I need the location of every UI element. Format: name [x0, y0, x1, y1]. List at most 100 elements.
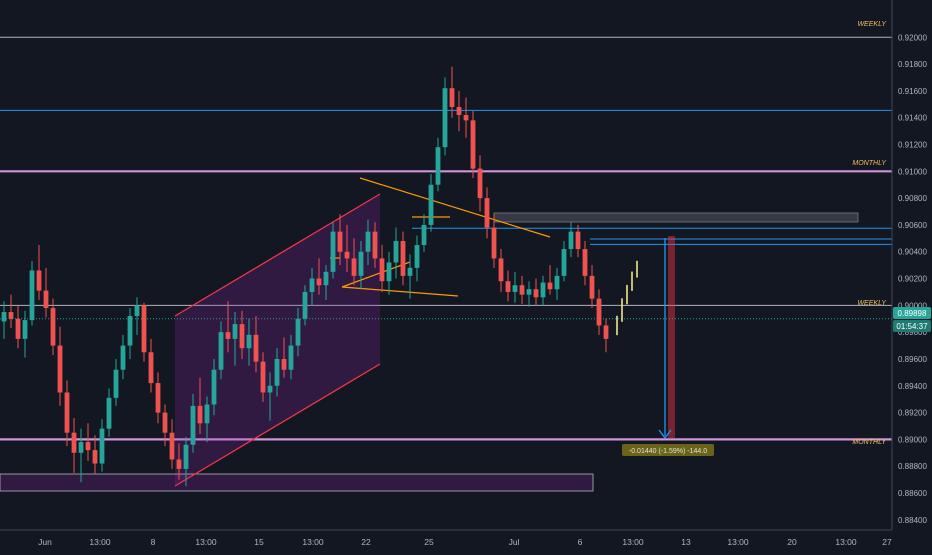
- price-tick-label: 0.88400: [898, 516, 927, 525]
- candle-body: [134, 305, 140, 317]
- candle-body: [148, 352, 154, 384]
- price-tick-label: 0.89800: [898, 328, 927, 337]
- candle-body: [176, 459, 182, 469]
- candle-body: [372, 231, 378, 259]
- candle-body: [456, 106, 462, 116]
- candle-body: [526, 289, 532, 295]
- candle-body: [344, 251, 350, 259]
- candle-body: [477, 168, 483, 199]
- candle-body: [561, 249, 567, 276]
- time-tick-label: 15: [254, 537, 264, 547]
- candle-body: [575, 231, 581, 250]
- candle-body: [302, 291, 308, 319]
- candle-body: [323, 271, 329, 286]
- price-axis[interactable]: 0.92000 0.91800 0.91600 0.91400 0.91200 0.910…: [898, 33, 927, 525]
- channel-upper-line[interactable]: [174, 193, 381, 317]
- candle-body: [351, 258, 357, 276]
- price-tick-label: 0.88600: [898, 489, 927, 498]
- candle-body: [568, 231, 574, 250]
- candle-body: [407, 267, 413, 276]
- candle-body: [211, 369, 217, 405]
- candle-body: [155, 383, 161, 413]
- candle-body: [267, 385, 273, 393]
- candle-body: [50, 308, 56, 346]
- candle-body: [309, 278, 315, 292]
- candle-body: [190, 405, 196, 445]
- horizontal-levels: [0, 36, 892, 441]
- candle-body: [414, 245, 420, 268]
- time-tick-label: 13:00: [622, 537, 644, 547]
- time-tick-label: 8: [151, 537, 156, 547]
- candle-body: [512, 285, 518, 292]
- candle-body: [183, 444, 189, 469]
- time-tick-label: 13:00: [195, 537, 217, 547]
- candle-body: [589, 275, 595, 299]
- time-tick-label: 13:00: [302, 537, 324, 547]
- candle-body: [330, 231, 336, 272]
- countdown-badge: [893, 320, 931, 332]
- level-label-monthly-mid: MONTHLY: [852, 160, 887, 167]
- time-tick-label: 13:00: [835, 537, 857, 547]
- candle-body: [428, 184, 434, 225]
- candle-body: [43, 290, 49, 309]
- countdown-label: 01:54:37: [896, 322, 928, 331]
- price-tick-label: 0.89400: [898, 382, 927, 391]
- channel-lower-line[interactable]: [174, 363, 381, 487]
- candle-body: [337, 231, 343, 252]
- candle-body: [120, 345, 126, 370]
- candle-body: [435, 147, 441, 185]
- candle-body: [22, 320, 28, 339]
- candle-body: [92, 450, 98, 464]
- candle-body: [582, 249, 588, 276]
- candle-body: [197, 405, 203, 424]
- measure-bar[interactable]: [668, 236, 675, 438]
- candle-body: [449, 88, 455, 107]
- candle-body: [169, 432, 175, 460]
- candle-body: [71, 432, 77, 453]
- candle-body: [491, 227, 497, 259]
- candle-body: [393, 241, 399, 263]
- level-label-weekly-top: WEEKLY: [857, 21, 887, 28]
- candle-body: [421, 224, 427, 246]
- candle-body: [162, 412, 168, 433]
- channel-zone: [175, 194, 380, 486]
- candle-body: [484, 198, 490, 228]
- candle-body: [106, 397, 112, 429]
- price-tick-label: 0.91200: [898, 141, 927, 150]
- candle-body: [498, 258, 504, 282]
- candle-body: [463, 115, 469, 121]
- projection-group: [616, 260, 638, 336]
- candle-body: [358, 251, 364, 276]
- candle-body: [113, 369, 119, 398]
- candle-body: [365, 231, 371, 252]
- time-tick-label: 13: [681, 537, 691, 547]
- candle-body: [239, 324, 245, 349]
- candle-body: [603, 325, 609, 339]
- price-tick-label: 0.89600: [898, 355, 927, 364]
- price-tick-label: 0.90600: [898, 221, 927, 230]
- time-tick-label: 13:00: [727, 537, 749, 547]
- time-axis[interactable]: Jun 13:00 8 13:00 15 13:00 22 25 Jul 6 13:00 13 13:0…: [38, 537, 892, 547]
- candle-body: [36, 270, 42, 291]
- candle-body: [85, 442, 91, 451]
- time-tick-label: 13:00: [89, 537, 111, 547]
- price-tick-label: 0.91600: [898, 87, 927, 96]
- current-price-label: 0.89898: [898, 309, 927, 318]
- time-tick-label: 20: [787, 537, 797, 547]
- candle-body: [295, 318, 301, 346]
- candle-body: [253, 334, 259, 362]
- candle-body: [260, 361, 266, 393]
- price-tick-label: 0.88800: [898, 462, 927, 471]
- candle-body: [57, 345, 63, 393]
- current-price-badge: [893, 307, 931, 319]
- candle-body: [29, 270, 35, 321]
- candle-body: [204, 404, 210, 424]
- triangle-upper-line[interactable]: [359, 177, 551, 238]
- supply-zone: [493, 212, 859, 223]
- time-tick-label: 25: [424, 537, 434, 547]
- triangle-inner-line[interactable]: [341, 261, 411, 288]
- price-tick-label: 0.90400: [898, 248, 927, 257]
